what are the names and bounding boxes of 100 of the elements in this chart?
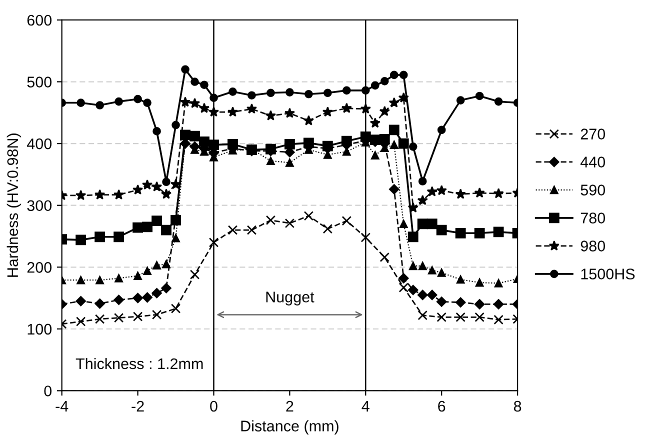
x-tick-label: -4 (56, 401, 68, 412)
point (96, 276, 104, 284)
point (370, 118, 380, 128)
point (114, 312, 124, 323)
point (114, 97, 123, 106)
x-tick-label: 0 (210, 400, 218, 412)
point (190, 270, 200, 280)
point (286, 158, 294, 167)
point (303, 115, 314, 126)
point (142, 292, 152, 303)
point (304, 90, 313, 98)
point (134, 272, 142, 280)
y-axis-title: Hardness (HV:0.98N) (6, 134, 22, 277)
point (170, 304, 181, 314)
x-tick-label: 6 (438, 400, 446, 412)
point (436, 224, 447, 236)
point (417, 218, 428, 230)
point (76, 234, 86, 246)
point (208, 106, 220, 117)
point (76, 98, 85, 107)
point (265, 110, 276, 120)
point (426, 186, 438, 196)
point (361, 86, 370, 95)
point (399, 220, 408, 228)
point (437, 126, 446, 134)
legend-label: 780 (580, 212, 606, 224)
point (170, 214, 181, 226)
legend-label: 440 (580, 156, 606, 168)
point (417, 290, 428, 300)
point (322, 224, 333, 234)
point (227, 106, 238, 117)
point (161, 283, 172, 294)
point (390, 140, 398, 149)
point (408, 284, 418, 296)
point (390, 70, 398, 80)
point (266, 156, 275, 166)
y-tick-label: 600 (27, 14, 52, 26)
point (76, 190, 86, 200)
annotation: Thickness : 1.2mm (76, 358, 203, 370)
point (437, 268, 446, 277)
x-tick-label: 2 (286, 400, 294, 412)
point (152, 216, 162, 226)
y-tick-label: 300 (27, 200, 52, 212)
point (474, 187, 485, 198)
point (200, 80, 208, 90)
point (180, 96, 191, 107)
point (303, 138, 314, 148)
point (162, 178, 170, 186)
point (341, 102, 352, 113)
point (493, 188, 504, 198)
point (114, 232, 124, 242)
point (493, 226, 504, 238)
point (370, 81, 380, 90)
point (246, 225, 257, 235)
x-tick-label: 8 (514, 400, 522, 412)
point (246, 103, 258, 114)
point (286, 88, 294, 96)
point (151, 181, 162, 192)
point (76, 276, 85, 284)
point (172, 234, 180, 242)
point (388, 124, 400, 136)
legend-label: 270 (580, 128, 606, 140)
point (380, 252, 390, 262)
point (436, 312, 446, 322)
point (114, 274, 123, 282)
point (152, 261, 161, 270)
point (398, 282, 408, 292)
point (94, 232, 106, 242)
point (114, 294, 124, 306)
point (170, 178, 182, 189)
point (494, 314, 504, 325)
point (94, 298, 105, 309)
point (426, 290, 438, 300)
point (142, 179, 153, 190)
point (143, 266, 152, 276)
point (96, 101, 104, 110)
y-tick-label: 100 (28, 324, 52, 335)
point (304, 210, 314, 221)
x-tick-label: -2 (132, 400, 144, 412)
point (284, 108, 296, 118)
point (455, 297, 466, 308)
annotation: Nugget (266, 292, 314, 306)
point (94, 189, 106, 200)
point (210, 94, 218, 102)
point (456, 96, 465, 104)
point (494, 97, 503, 106)
point (455, 188, 466, 199)
point (493, 299, 504, 310)
point (360, 232, 371, 242)
point (456, 275, 465, 284)
point (418, 177, 427, 186)
legend-label: 980 (580, 240, 606, 252)
point (408, 262, 418, 270)
point (160, 188, 172, 199)
point (248, 91, 256, 100)
point (143, 98, 152, 107)
point (161, 224, 172, 236)
point (418, 262, 427, 270)
legend-label: 1500HS (581, 268, 635, 280)
point (284, 218, 295, 228)
